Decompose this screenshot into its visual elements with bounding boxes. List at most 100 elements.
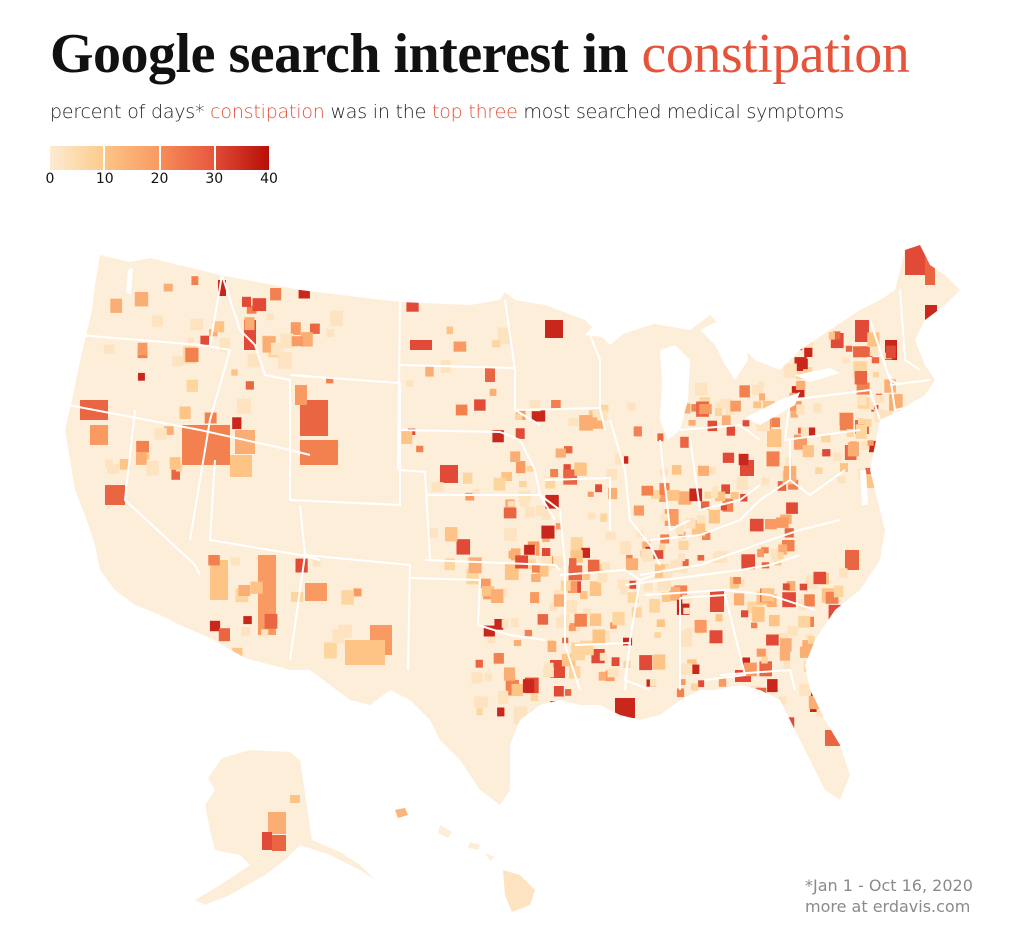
county-patch [510,451,521,462]
county-patch [550,701,559,711]
county-patch [465,492,475,501]
county-patch [598,671,606,681]
county-patch [796,404,805,415]
county-patch [722,498,734,512]
county-patch [633,426,642,437]
state-border [639,519,841,576]
county-patch [353,588,362,597]
county-patch [837,475,846,484]
county-patch [570,537,583,553]
county-patch [854,371,868,385]
county-patch [270,288,282,301]
county-patch [678,531,686,539]
county-patch [312,558,321,567]
county-patch [250,581,263,594]
county-patch [699,404,712,414]
county-patch [518,490,531,503]
state-border [789,388,881,421]
county-patch [620,456,629,464]
county-patch [694,619,707,633]
county-patch [780,717,795,735]
county-patch [493,653,504,664]
state-border [399,469,431,561]
county-patch [551,400,561,410]
county-patch [798,615,811,628]
state-border [644,588,816,611]
county-patch [691,683,699,691]
county-patch [864,419,872,427]
county-patch [489,388,497,396]
county-patch [709,466,717,475]
county-patch [565,689,572,696]
county-patch [767,679,778,693]
county-patch [858,395,867,406]
county-patch [300,400,328,436]
county-patch [171,469,180,480]
county-patch [191,276,199,285]
state-border [77,334,231,351]
county-patch [799,583,808,591]
county-patch [425,366,434,377]
county-patch [692,664,700,674]
county-patch [555,448,566,458]
county-patch [742,657,750,667]
county-patch [617,579,630,590]
county-patch [238,585,251,596]
county-patch [817,649,827,659]
county-patch [649,679,657,687]
county-patch [749,518,764,532]
county-patch [230,557,240,566]
county-patch [236,398,251,414]
county-patch [134,292,149,307]
county-patch [855,320,869,342]
county-patch [208,555,220,566]
state-border [564,565,581,691]
county-patch [564,446,573,454]
county-patch [298,288,310,299]
county-patch [218,628,230,642]
credit-link[interactable]: more at erdavis.com [805,896,971,916]
county-patch [759,393,766,401]
county-patch [871,357,880,364]
county-patch [799,646,814,658]
state-border [559,568,656,582]
county-patch [540,556,552,570]
county-patch [492,340,501,348]
county-patch [599,652,607,661]
county-patch [722,415,731,427]
county-patch [607,667,620,678]
county-patch [665,564,675,573]
county-patch [785,457,792,466]
county-patch [484,672,493,681]
county-patch [778,544,788,555]
color-legend: 0 10 20 30 40 [46,146,278,191]
county-patch [865,467,873,475]
county-patch [712,486,719,495]
county-patch [813,403,822,413]
kauai [395,808,408,818]
legend-segment [160,146,216,170]
county-patch [219,338,230,352]
county-patch [845,550,859,570]
county-patch [105,459,113,467]
county-patch [504,527,517,541]
county-patch [795,366,806,379]
county-patch [232,417,242,430]
contiguous-us-shape [65,245,960,805]
county-patch [262,832,272,850]
county-patch [590,613,602,626]
county-patch [568,418,579,427]
county-patch [784,335,798,349]
county-patch [701,501,710,510]
county-patch [531,410,546,422]
county-patch [778,696,787,705]
county-patch [537,614,549,625]
county-patch [689,488,703,502]
county-patch [683,607,690,615]
county-patch [230,455,252,477]
county-patch [641,548,654,562]
county-patch [456,539,471,555]
county-patch [568,623,576,631]
county-patch [541,509,551,520]
county-patch [494,619,504,630]
